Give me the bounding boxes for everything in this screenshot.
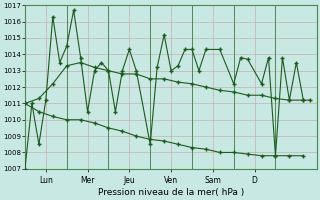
X-axis label: Pression niveau de la mer( hPa ): Pression niveau de la mer( hPa ) [98, 188, 244, 197]
